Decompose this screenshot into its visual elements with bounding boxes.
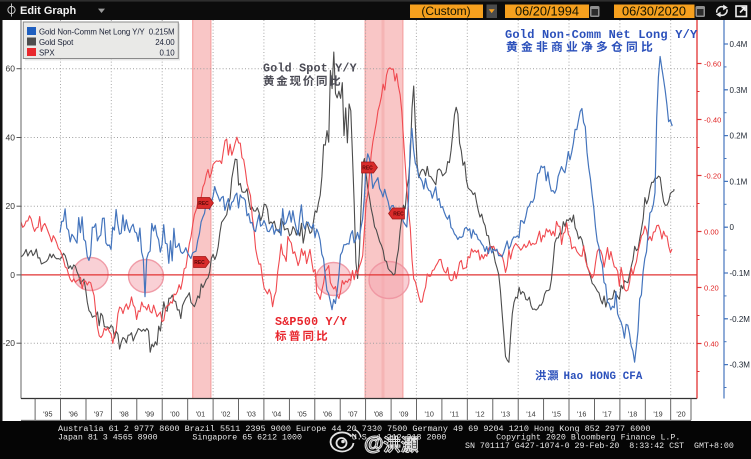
svg-text:0: 0 (10, 270, 15, 280)
svg-text:'96: '96 (69, 410, 78, 419)
svg-text:'07: '07 (348, 410, 357, 419)
svg-text:'05: '05 (297, 410, 306, 419)
svg-text:'09: '09 (399, 410, 408, 419)
svg-text:'19: '19 (653, 410, 662, 419)
svg-text:Gold Non-Comm Net Long Y/Y: Gold Non-Comm Net Long Y/Y (505, 28, 698, 42)
svg-text:-0.3M: -0.3M (730, 361, 751, 370)
svg-text:'17: '17 (602, 410, 611, 419)
svg-text:SPX: SPX (39, 49, 55, 58)
svg-text:20: 20 (6, 201, 16, 211)
svg-text:0.40: 0.40 (704, 339, 719, 348)
svg-text:06/20/1994: 06/20/1994 (515, 4, 579, 19)
svg-text:0.00: 0.00 (704, 227, 719, 236)
svg-text:S&P500 Y/Y: S&P500 Y/Y (275, 315, 347, 329)
svg-text:-0.20: -0.20 (704, 171, 721, 180)
svg-text:Gold Non-Comm Net Long Y/Y: Gold Non-Comm Net Long Y/Y (39, 28, 145, 37)
svg-text:'95: '95 (43, 410, 52, 419)
svg-text:60: 60 (6, 64, 16, 74)
svg-text:'00: '00 (170, 410, 179, 419)
svg-text:'12: '12 (475, 410, 484, 419)
svg-text:'99: '99 (145, 410, 154, 419)
svg-text:'15: '15 (552, 410, 561, 419)
svg-text:REC: REC (198, 201, 209, 207)
svg-text:SN 701117 G427-1074-0 29-Feb-2: SN 701117 G427-1074-0 29-Feb-20 8:33:42 … (465, 441, 734, 451)
svg-text:-0.40: -0.40 (704, 115, 721, 124)
svg-text:'20: '20 (676, 410, 685, 419)
svg-text:'11: '11 (450, 410, 459, 419)
svg-text:'98: '98 (119, 410, 128, 419)
svg-text:0: 0 (730, 223, 735, 232)
svg-text:24.00: 24.00 (155, 38, 175, 47)
svg-text:40: 40 (6, 133, 16, 143)
svg-text:'08: '08 (374, 410, 383, 419)
svg-text:'13: '13 (501, 410, 510, 419)
svg-text:'97: '97 (94, 410, 103, 419)
svg-text:Edit Graph: Edit Graph (20, 5, 77, 17)
svg-text:'18: '18 (628, 410, 637, 419)
svg-text:-0.60: -0.60 (704, 59, 721, 68)
svg-text:Gold Spot Y/Y: Gold Spot Y/Y (263, 62, 357, 76)
svg-text:Australia 61 2 9777 8600 Brazi: Australia 61 2 9777 8600 Brazil 5511 239… (58, 424, 650, 434)
svg-text:'02: '02 (221, 410, 230, 419)
svg-text:REC: REC (362, 166, 373, 172)
svg-text:'10: '10 (425, 410, 434, 419)
svg-text:0.1M: 0.1M (730, 177, 748, 186)
svg-text:'14: '14 (526, 410, 535, 419)
svg-text:REC: REC (393, 212, 404, 218)
svg-text:0.215M: 0.215M (149, 28, 175, 37)
svg-text:0.4M: 0.4M (730, 40, 748, 49)
svg-text:REC: REC (194, 260, 205, 266)
svg-text:(Custom): (Custom) (421, 4, 470, 18)
svg-text:Japan 81 3 4565 8900 Sin: Japan 81 3 4565 8900 Singapore 65 6212 1… (58, 433, 680, 443)
svg-text:0.2M: 0.2M (730, 132, 748, 141)
svg-text:-0.1M: -0.1M (730, 269, 751, 278)
svg-text:'03: '03 (247, 410, 256, 419)
svg-text:06/30/2020: 06/30/2020 (622, 4, 686, 19)
svg-text:-20: -20 (3, 338, 16, 348)
svg-text:'04: '04 (272, 410, 281, 419)
svg-text:Gold Spot: Gold Spot (39, 38, 74, 47)
svg-text:'06: '06 (323, 410, 332, 419)
svg-text:'01: '01 (196, 410, 205, 419)
svg-text:0.3M: 0.3M (730, 86, 748, 95)
svg-text:Hao HONG CFA: Hao HONG CFA (564, 371, 643, 383)
svg-text:-0.2M: -0.2M (730, 315, 751, 324)
svg-text:'16: '16 (577, 410, 586, 419)
svg-text:0.10: 0.10 (160, 49, 176, 58)
svg-text:0.20: 0.20 (704, 283, 719, 292)
svg-text:@: @ (364, 433, 384, 455)
